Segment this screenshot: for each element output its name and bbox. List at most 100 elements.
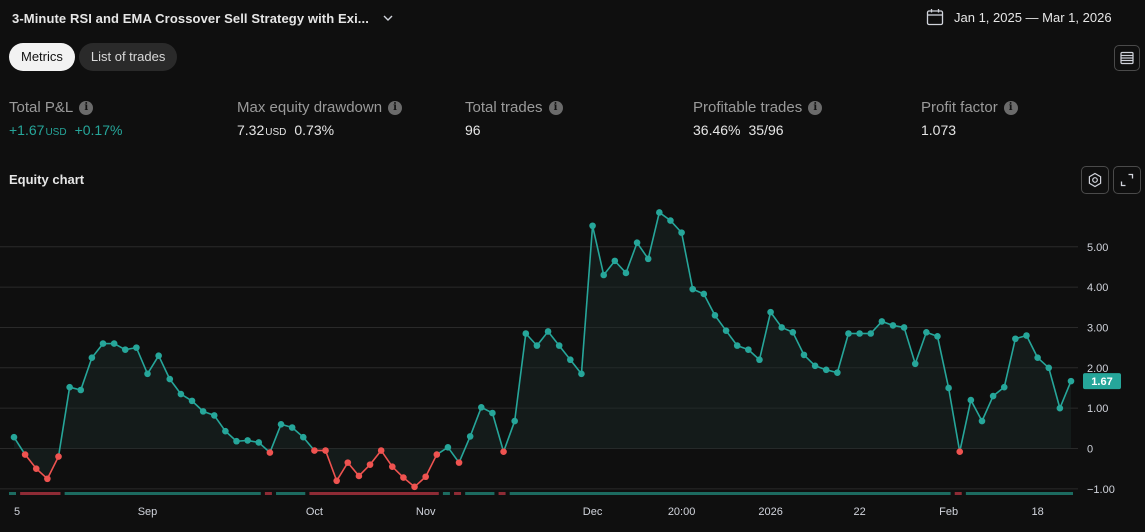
- equity-point[interactable]: [277, 420, 285, 428]
- equity-point[interactable]: [144, 370, 151, 378]
- info-icon[interactable]: i: [388, 100, 403, 115]
- equity-point[interactable]: [188, 397, 196, 405]
- info-icon[interactable]: i: [1003, 100, 1018, 115]
- equity-point[interactable]: [867, 330, 875, 337]
- equity-point[interactable]: [900, 324, 908, 331]
- equity-point[interactable]: [377, 447, 385, 454]
- equity-point[interactable]: [489, 409, 496, 417]
- equity-point[interactable]: [622, 269, 630, 277]
- equity-point[interactable]: [956, 448, 964, 456]
- equity-point[interactable]: [923, 328, 930, 336]
- equity-point[interactable]: [322, 447, 329, 454]
- equity-point[interactable]: [911, 360, 919, 368]
- equity-point[interactable]: [667, 217, 674, 224]
- chevron-down-icon[interactable]: [381, 11, 395, 25]
- equity-point[interactable]: [544, 328, 552, 335]
- equity-point[interactable]: [32, 465, 40, 472]
- equity-point[interactable]: [656, 209, 663, 216]
- equity-point[interactable]: [444, 443, 452, 451]
- equity-point[interactable]: [967, 396, 975, 404]
- strategy-title[interactable]: 3-Minute RSI and EMA Crossover Sell Stra…: [12, 11, 369, 26]
- equity-point[interactable]: [110, 340, 118, 347]
- equity-point[interactable]: [455, 459, 463, 466]
- equity-point[interactable]: [889, 322, 897, 329]
- equity-point[interactable]: [411, 483, 418, 491]
- equity-point[interactable]: [1023, 332, 1030, 339]
- equity-point[interactable]: [1067, 377, 1075, 385]
- equity-point[interactable]: [478, 404, 485, 411]
- equity-point[interactable]: [834, 369, 841, 376]
- equity-point[interactable]: [555, 342, 563, 349]
- equity-point[interactable]: [1000, 383, 1008, 391]
- date-range-picker[interactable]: Jan 1, 2025 — Mar 1, 2026: [926, 8, 1112, 26]
- equity-point[interactable]: [533, 342, 541, 349]
- equity-point[interactable]: [800, 351, 808, 359]
- equity-point[interactable]: [222, 427, 229, 435]
- equity-point[interactable]: [678, 229, 685, 236]
- equity-point[interactable]: [978, 417, 986, 425]
- equity-point[interactable]: [44, 475, 51, 483]
- equity-point[interactable]: [199, 408, 207, 415]
- equity-point[interactable]: [344, 459, 352, 466]
- equity-point[interactable]: [355, 472, 363, 480]
- tab-metrics[interactable]: Metrics: [9, 43, 75, 71]
- equity-point[interactable]: [466, 433, 474, 440]
- equity-point[interactable]: [10, 433, 18, 441]
- equity-point[interactable]: [756, 356, 763, 364]
- equity-point[interactable]: [845, 330, 852, 337]
- equity-point[interactable]: [733, 342, 741, 349]
- equity-point[interactable]: [567, 356, 574, 364]
- equity-point[interactable]: [589, 222, 596, 230]
- info-icon[interactable]: i: [808, 100, 823, 115]
- equity-point[interactable]: [689, 285, 697, 293]
- equity-point[interactable]: [934, 333, 941, 340]
- equity-point[interactable]: [1056, 404, 1064, 412]
- chart-expand-button[interactable]: [1113, 166, 1141, 194]
- equity-point[interactable]: [878, 318, 886, 325]
- equity-point[interactable]: [66, 383, 73, 391]
- equity-point[interactable]: [1034, 354, 1041, 362]
- equity-point[interactable]: [422, 473, 429, 481]
- menu-button[interactable]: [1114, 45, 1140, 71]
- equity-point[interactable]: [133, 344, 140, 351]
- equity-point[interactable]: [789, 328, 797, 336]
- equity-point[interactable]: [88, 354, 96, 362]
- equity-point[interactable]: [611, 257, 619, 265]
- tab-list-of-trades[interactable]: List of trades: [78, 43, 178, 71]
- equity-point[interactable]: [177, 390, 185, 398]
- equity-point[interactable]: [644, 255, 652, 263]
- equity-point[interactable]: [500, 448, 507, 456]
- equity-chart[interactable]: −1.00 0 1.00 2.00 3.00 4.00 5.00 5 Sep Oct Nov Dec 2…: [0, 195, 1145, 532]
- chart-settings-button[interactable]: [1081, 166, 1109, 194]
- equity-point[interactable]: [945, 384, 952, 392]
- equity-point[interactable]: [778, 324, 786, 331]
- equity-point[interactable]: [166, 375, 174, 383]
- equity-point[interactable]: [388, 463, 396, 470]
- equity-point[interactable]: [700, 290, 708, 298]
- equity-point[interactable]: [288, 424, 296, 431]
- equity-point[interactable]: [856, 330, 863, 337]
- equity-point[interactable]: [299, 433, 307, 441]
- equity-point[interactable]: [210, 412, 218, 419]
- equity-point[interactable]: [822, 366, 830, 374]
- equity-point[interactable]: [400, 474, 407, 481]
- equity-point[interactable]: [600, 271, 607, 279]
- equity-point[interactable]: [99, 340, 107, 347]
- equity-point[interactable]: [433, 451, 441, 458]
- equity-point[interactable]: [244, 437, 251, 444]
- equity-point[interactable]: [266, 449, 274, 456]
- equity-point[interactable]: [1012, 335, 1019, 343]
- equity-point[interactable]: [745, 346, 752, 353]
- equity-point[interactable]: [311, 447, 318, 454]
- equity-point[interactable]: [989, 392, 997, 400]
- equity-point[interactable]: [255, 439, 263, 446]
- equity-point[interactable]: [233, 437, 240, 445]
- equity-point[interactable]: [722, 327, 730, 334]
- equity-point[interactable]: [21, 451, 29, 458]
- equity-point[interactable]: [1045, 364, 1053, 372]
- equity-point[interactable]: [578, 370, 585, 378]
- equity-point[interactable]: [711, 312, 719, 319]
- equity-point[interactable]: [333, 477, 340, 485]
- equity-point[interactable]: [811, 362, 819, 370]
- equity-point[interactable]: [55, 453, 62, 460]
